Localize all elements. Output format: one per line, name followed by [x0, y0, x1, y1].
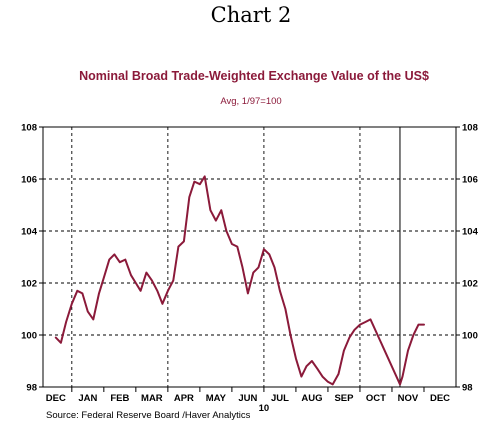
y-tick-label: 100 [462, 331, 478, 342]
x-tick-label: AUG [301, 393, 322, 404]
x-tick-label: NOV [398, 393, 419, 404]
y-tick-label: 98 [26, 383, 37, 394]
chart-title: Nominal Broad Trade-Weighted Exchange Va… [79, 69, 429, 83]
x-tick-label: JUL [271, 393, 289, 404]
y-tick-label: 106 [21, 175, 37, 186]
y-tick-label: 108 [21, 123, 37, 134]
y-tick-label: 104 [21, 227, 38, 238]
y-tick-label: 102 [462, 279, 478, 290]
plot-frame [42, 126, 457, 388]
y-tick-label: 106 [462, 175, 478, 186]
source-note: Source: Federal Reserve Board /Haver Ana… [46, 410, 251, 421]
y-axis-left: 98 100 102 104 106 108 [21, 123, 38, 394]
y-tick-label: 98 [462, 383, 473, 394]
x-tick-label: JUN [238, 393, 257, 404]
y-tick-label: 102 [21, 279, 37, 290]
page-title: Chart 2 [211, 3, 292, 27]
x-tick-label: SEP [334, 393, 354, 404]
gridlines [43, 127, 456, 387]
x-tick-label: MAR [141, 393, 163, 404]
series-line [54, 175, 425, 386]
year-label: 10 [259, 403, 270, 414]
x-axis: DEC JAN FEB MAR APR MAY JUN JUL AUG SEP OCT NOV DEC [46, 393, 450, 404]
y-axis-right: 98 100 102 104 106 108 [462, 123, 479, 394]
x-tick-label: MAY [206, 393, 227, 404]
x-tick-label: OCT [366, 393, 386, 404]
tick-marks [39, 126, 460, 392]
y-tick-label: 108 [462, 123, 478, 134]
y-tick-label: 104 [462, 227, 479, 238]
y-tick-label: 100 [21, 331, 37, 342]
chart-subtitle: Avg, 1/97=100 [220, 96, 281, 107]
x-tick-label: APR [174, 393, 194, 404]
x-tick-label: JAN [78, 393, 97, 404]
x-tick-label: FEB [110, 393, 129, 404]
x-tick-label: DEC [430, 393, 450, 404]
x-tick-label: DEC [46, 393, 66, 404]
